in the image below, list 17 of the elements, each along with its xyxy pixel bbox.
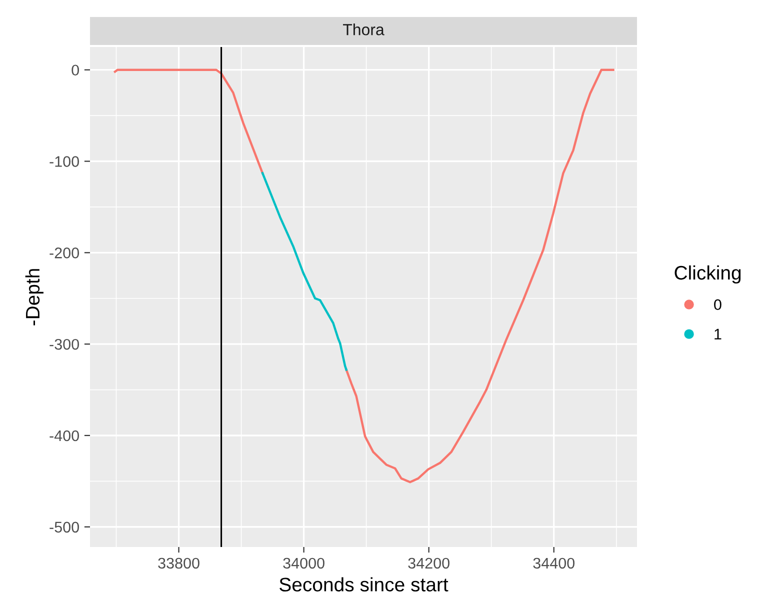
legend-label: 1: [714, 328, 722, 340]
y-axis-title: -Depth: [25, 269, 44, 326]
y-tick-label: -400: [50, 430, 79, 442]
line-series: [261, 172, 348, 371]
chart-title: Thora: [343, 24, 384, 36]
y-tick-label: -300: [50, 338, 79, 350]
x-tick-label: 33800: [158, 558, 200, 569]
y-tick-label: 0: [72, 64, 79, 76]
x-tick-label: 34400: [533, 558, 575, 569]
x-axis-title: Seconds since start: [280, 577, 448, 592]
y-tick-label: -500: [50, 522, 79, 533]
y-tick-label: -200: [50, 248, 79, 258]
x-tick-label: 34200: [408, 558, 450, 569]
legend-label: 0: [714, 299, 722, 310]
x-tick-label: 34000: [283, 558, 324, 569]
legend-title: Clicking: [674, 265, 741, 284]
y-tick-label: -100: [50, 156, 79, 167]
